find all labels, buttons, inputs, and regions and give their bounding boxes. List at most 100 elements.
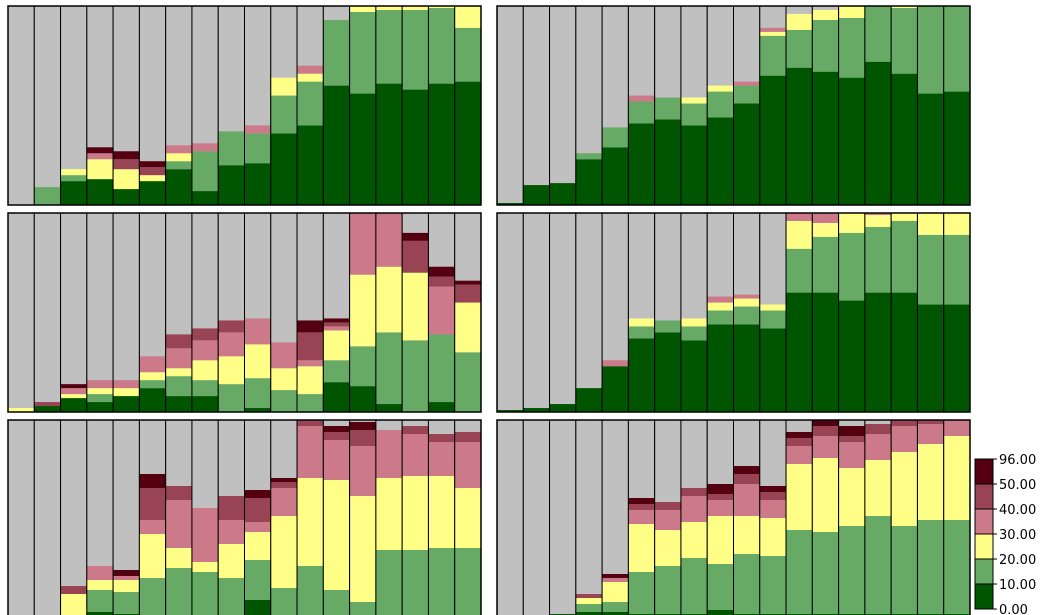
- bar-segment-1: [575, 612, 603, 615]
- bar-segment-2: [891, 7, 918, 74]
- bar-segment-2: [891, 526, 918, 614]
- bar-segment-1: [575, 159, 603, 205]
- bar-segment-6: [244, 490, 271, 498]
- bar-segment-3: [680, 97, 708, 104]
- bar-segment-2: [786, 530, 813, 614]
- bar-segment-5: [165, 334, 192, 349]
- bar-segment-6: [786, 432, 813, 438]
- bar-segment-4: [402, 434, 429, 476]
- bar-4-10: [733, 212, 761, 413]
- bar-segment-6: [402, 232, 429, 241]
- bar-segment-5: [428, 434, 455, 442]
- bar-segment-1: [454, 81, 481, 205]
- bar-segment-6: [60, 384, 87, 389]
- bar-segment-4: [733, 484, 760, 516]
- bar-segment-3: [733, 516, 760, 554]
- bar-2-5: [601, 5, 629, 206]
- bar-segment-2: [375, 332, 403, 405]
- bar-segment-1: [86, 612, 114, 615]
- bar-segment-3: [270, 516, 298, 588]
- bar-2-14: [838, 5, 866, 206]
- bar-4-18: [943, 212, 971, 413]
- bar-segment-3: [323, 330, 350, 361]
- bar-remainder: [523, 6, 550, 205]
- bar-segment-1: [86, 402, 114, 412]
- bar-segment-2: [654, 320, 681, 333]
- bar-4-9: [706, 212, 735, 413]
- bar-segment-3: [733, 298, 760, 307]
- bar-segment-2: [759, 556, 787, 614]
- bar-segment-5: [454, 432, 481, 442]
- bar-segment-1: [60, 398, 87, 412]
- bar-6-14: [838, 419, 866, 615]
- bar-segment-2: [707, 91, 734, 118]
- bar-segment-2: [270, 95, 298, 134]
- bar-6-7: [654, 419, 682, 615]
- bar-segment-1: [575, 388, 603, 412]
- bar-6-12: [785, 419, 813, 615]
- bar-segment-1: [139, 388, 166, 412]
- bar-segment-3: [680, 522, 708, 558]
- bar-2-12: [785, 5, 813, 206]
- bar-segment-3: [270, 77, 298, 96]
- bar-segment-3: [349, 274, 376, 347]
- bar-segment-4: [864, 213, 892, 215]
- bar-segment-1: [165, 396, 192, 412]
- bar-segment-3: [628, 524, 655, 572]
- bar-2-3: [549, 5, 577, 206]
- bar-segment-1: [497, 203, 524, 205]
- bar-1-2: [33, 5, 62, 206]
- bar-segment-3: [60, 394, 87, 399]
- bar-3-14: [349, 212, 377, 413]
- bar-5-4: [86, 419, 114, 615]
- bar-segment-4: [60, 388, 87, 395]
- bar-segment-2: [786, 29, 813, 68]
- bar-segment-3: [838, 213, 865, 233]
- bar-3-9: [217, 212, 246, 413]
- bar-segment-2: [628, 326, 655, 339]
- bar-segment-4: [297, 426, 324, 478]
- bar-2-11: [759, 5, 787, 206]
- bar-segment-2: [654, 566, 681, 614]
- bar-segment-3: [139, 175, 166, 182]
- bar-2-4: [575, 5, 603, 206]
- bar-segment-1: [323, 382, 350, 412]
- chart-panels: [7, 5, 971, 615]
- legend-swatch-4: [974, 508, 994, 535]
- bar-remainder: [60, 420, 87, 615]
- bar-segment-4: [628, 510, 655, 524]
- bar-1-18: [454, 5, 482, 206]
- bar-4-4: [575, 212, 603, 413]
- bar-segment-2: [838, 17, 865, 78]
- bar-segment-2: [218, 131, 245, 166]
- bar-segment-2: [864, 6, 892, 62]
- bar-segment-1: [375, 83, 403, 205]
- bar-segment-3: [602, 582, 629, 602]
- bar-1-17: [427, 5, 456, 206]
- bar-segment-3: [454, 488, 481, 548]
- bar-segment-1: [297, 125, 324, 205]
- bar-segment-4: [812, 213, 839, 223]
- bar-segment-4: [113, 576, 140, 580]
- bar-segment-2: [402, 9, 429, 90]
- bar-segment-2: [628, 101, 655, 124]
- bar-segment-4: [602, 360, 629, 367]
- bar-5-9: [217, 419, 246, 615]
- bar-3-12: [296, 212, 324, 413]
- bar-remainder: [575, 213, 603, 412]
- bar-segment-3: [60, 169, 87, 176]
- bar-segment-4: [244, 125, 271, 134]
- legend: 0.00 10.00 20.00 30.00 40.00 50.00 96.00: [974, 453, 1036, 615]
- bar-segment-1: [349, 93, 376, 205]
- bar-segment-2: [323, 590, 350, 615]
- bar-segment-4: [297, 65, 324, 74]
- bar-2-17: [916, 5, 945, 206]
- bar-segment-1: [838, 77, 865, 205]
- bar-5-11: [270, 419, 298, 615]
- bar-remainder: [34, 420, 61, 615]
- bar-segment-4: [191, 143, 219, 152]
- bar-segment-5: [786, 438, 813, 446]
- bar-segment-3: [838, 468, 865, 526]
- bar-1-1: [7, 5, 35, 206]
